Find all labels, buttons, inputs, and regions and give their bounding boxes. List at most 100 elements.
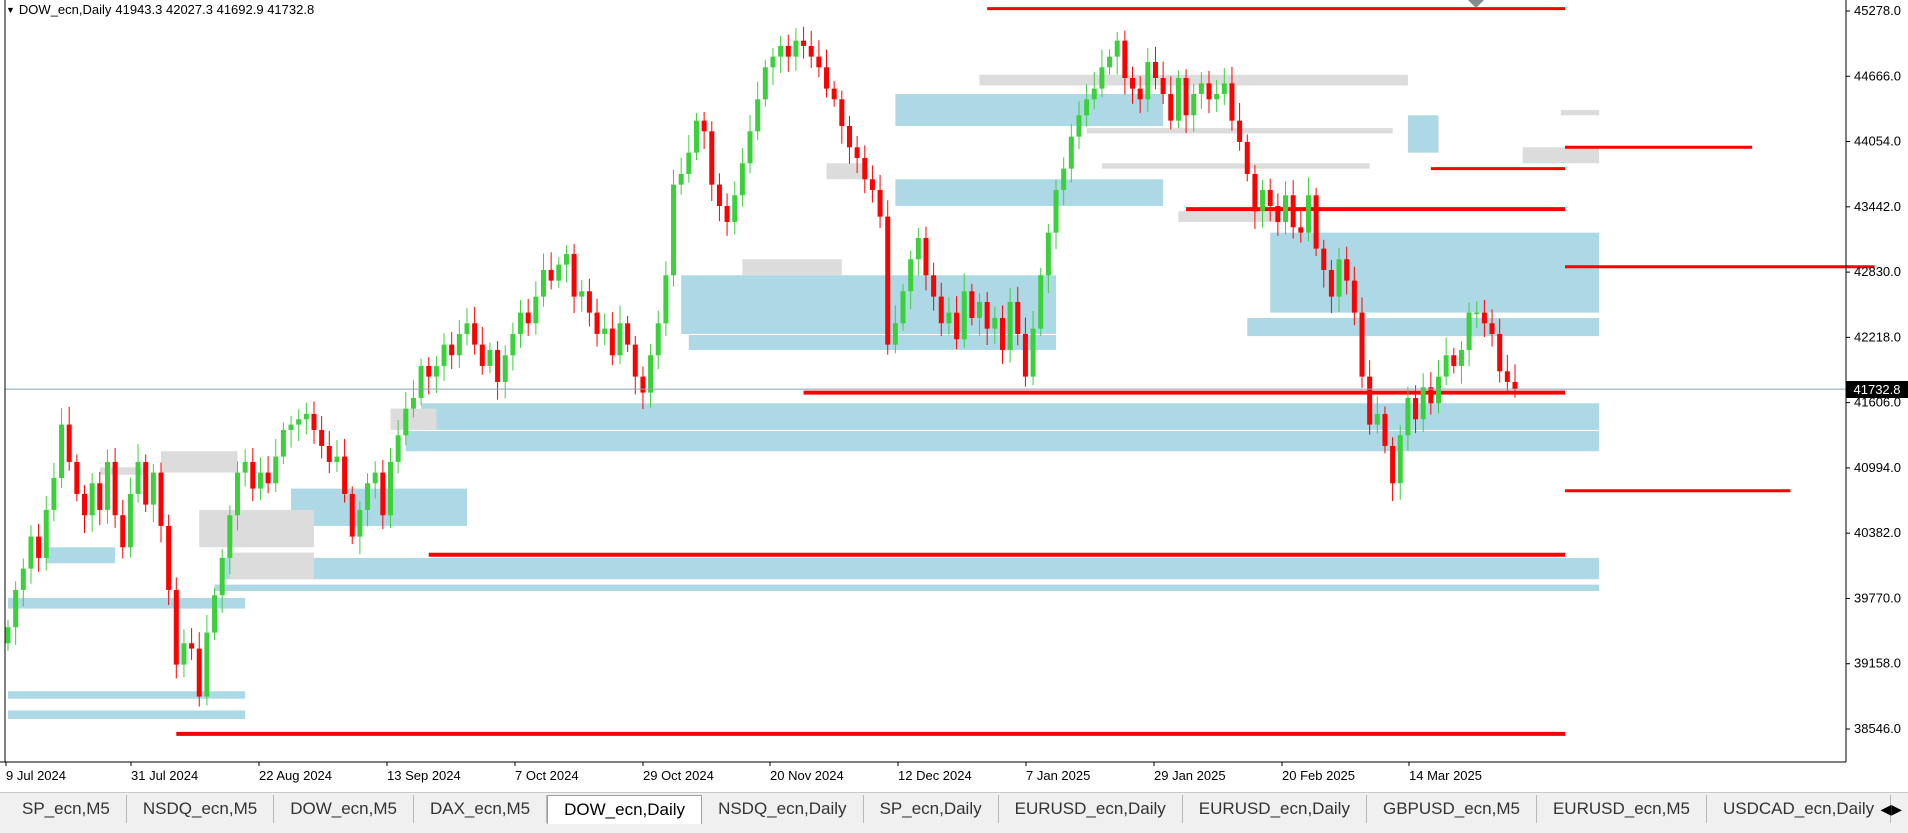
candle-body xyxy=(877,189,883,217)
candle-body xyxy=(311,413,317,430)
candle-body xyxy=(288,424,294,430)
candle-body xyxy=(808,45,814,57)
tab-nsdq-ecn-m5[interactable]: NSDQ_ecn,M5 xyxy=(127,795,275,823)
candle-body xyxy=(686,152,692,174)
tab-dow-ecn-m5[interactable]: DOW_ecn,M5 xyxy=(274,795,414,823)
candle-body xyxy=(426,365,432,377)
candle-body xyxy=(1390,445,1396,484)
candle-body xyxy=(1497,333,1503,372)
candle-body xyxy=(540,269,546,297)
candle-body xyxy=(1436,376,1442,404)
candle-body xyxy=(762,67,768,100)
candle-body xyxy=(755,99,761,132)
chart-header[interactable]: ▼ DOW_ecn,Daily 41943.3 42027.3 41692.9 … xyxy=(6,2,314,17)
candle-body xyxy=(594,312,600,334)
candle-body xyxy=(1214,93,1220,100)
candle-body xyxy=(1152,61,1158,78)
price-chart[interactable]: 45278.0 44666.0 44054.0 43442.0 42830.0 42218… xyxy=(0,0,1908,804)
candle-body xyxy=(1221,83,1227,94)
imbalance-zone xyxy=(390,408,437,430)
tab-eurusd-ecn-m5[interactable]: EURUSD_ecn,M5 xyxy=(1537,795,1707,823)
time-axis-label: 7 Jan 2025 xyxy=(1026,768,1090,783)
tab-list: SP_ecn,M5 NSDQ_ecn,M5 DOW_ecn,M5 DAX_ecn,M5… xyxy=(6,795,1892,824)
candle-body xyxy=(1359,312,1365,377)
candle-body xyxy=(1298,227,1304,233)
tab-sp-ecn-m5[interactable]: SP_ecn,M5 xyxy=(6,795,127,823)
imbalance-zone xyxy=(199,509,314,548)
collapse-triangle-icon[interactable]: ▼ xyxy=(6,4,15,15)
demand-zone xyxy=(214,584,1600,591)
candle-body xyxy=(900,291,906,324)
candle-body xyxy=(946,312,952,324)
candle-body xyxy=(1244,141,1250,174)
candle-body xyxy=(1114,40,1120,57)
imbalance-zone xyxy=(160,451,238,473)
candle-body xyxy=(196,648,202,697)
candle-body xyxy=(1045,232,1051,276)
candle-body xyxy=(5,627,11,644)
candle-body xyxy=(1428,387,1434,404)
tab-sp-ecn-daily[interactable]: SP_ecn,Daily xyxy=(864,795,999,823)
candle-body xyxy=(892,323,898,345)
candle-body xyxy=(640,376,646,393)
candle-body xyxy=(1413,397,1419,420)
candle-body xyxy=(495,349,501,382)
chart-area[interactable]: 45278.0 44666.0 44054.0 43442.0 42830.0 42218… xyxy=(0,0,1908,804)
candle-body xyxy=(1397,435,1403,484)
candle-body xyxy=(1053,189,1059,233)
chart-shift-icon xyxy=(1468,0,1484,8)
candle-body xyxy=(1313,195,1319,249)
candle-body xyxy=(1084,99,1090,116)
time-axis-label: 14 Mar 2025 xyxy=(1409,768,1482,783)
price-axis-label: 39158.0 xyxy=(1854,656,1901,671)
candle-body xyxy=(66,424,72,462)
candle-body xyxy=(89,483,95,516)
candle-body xyxy=(1290,195,1296,228)
tab-nsdq-ecn-daily[interactable]: NSDQ_ecn,Daily xyxy=(702,795,864,823)
imbalance-zone xyxy=(1522,147,1600,164)
candle-body xyxy=(556,264,562,281)
candle-body xyxy=(1458,349,1464,366)
imbalance-zone xyxy=(99,467,146,475)
candle-body xyxy=(663,275,669,324)
candle-body xyxy=(1191,93,1197,116)
tab-dax-ecn-m5[interactable]: DAX_ecn,M5 xyxy=(414,795,548,823)
imbalance-zone xyxy=(979,74,1408,86)
candle-body xyxy=(487,349,493,366)
candle-body xyxy=(831,88,837,100)
candle-body xyxy=(158,472,164,526)
candle-body xyxy=(502,355,508,382)
candle-body xyxy=(770,56,776,68)
candle-body xyxy=(625,323,631,345)
candle-body xyxy=(212,595,218,633)
time-axis-label: 29 Jan 2025 xyxy=(1154,768,1226,783)
ohlc-readout: 41943.3 42027.3 41692.9 41732.8 xyxy=(115,2,315,17)
tab-scroll-arrows-icon[interactable]: ◀▶ xyxy=(1880,801,1902,817)
candle-body xyxy=(586,291,592,313)
candle-body xyxy=(28,536,34,569)
tab-eurusd-ecn-daily[interactable]: EURUSD_ecn,Daily xyxy=(1183,795,1367,823)
price-axis-label: 44054.0 xyxy=(1854,134,1901,149)
tab-dow-ecn-daily[interactable]: DOW_ecn,Daily xyxy=(547,795,703,824)
levels-layer xyxy=(176,7,1875,736)
candle-body xyxy=(862,157,868,180)
candles-layer xyxy=(5,26,1518,707)
candle-body xyxy=(1405,397,1411,436)
candle-body xyxy=(357,509,363,537)
candle-body xyxy=(1130,77,1136,89)
demand-zone xyxy=(895,93,1164,126)
candle-body xyxy=(1015,301,1021,334)
tab-eurusd-ecn-daily[interactable]: EURUSD_ecn,Daily xyxy=(999,795,1183,823)
candle-body xyxy=(1420,387,1426,420)
tab-usdcad-ecn-daily[interactable]: USDCAD_ecn,Daily xyxy=(1707,795,1892,823)
tab-gbpusd-ecn-m5[interactable]: GBPUSD_ecn,M5 xyxy=(1367,795,1537,823)
candle-body xyxy=(456,333,462,356)
candle-body xyxy=(1061,168,1067,190)
candle-body xyxy=(257,472,263,489)
price-axis-label: 43442.0 xyxy=(1854,199,1901,214)
candle-body xyxy=(632,344,638,377)
candle-body xyxy=(296,419,302,425)
candle-body xyxy=(1260,189,1266,212)
symbol-label: DOW_ecn,Daily xyxy=(18,2,112,17)
candle-body xyxy=(1183,77,1189,116)
